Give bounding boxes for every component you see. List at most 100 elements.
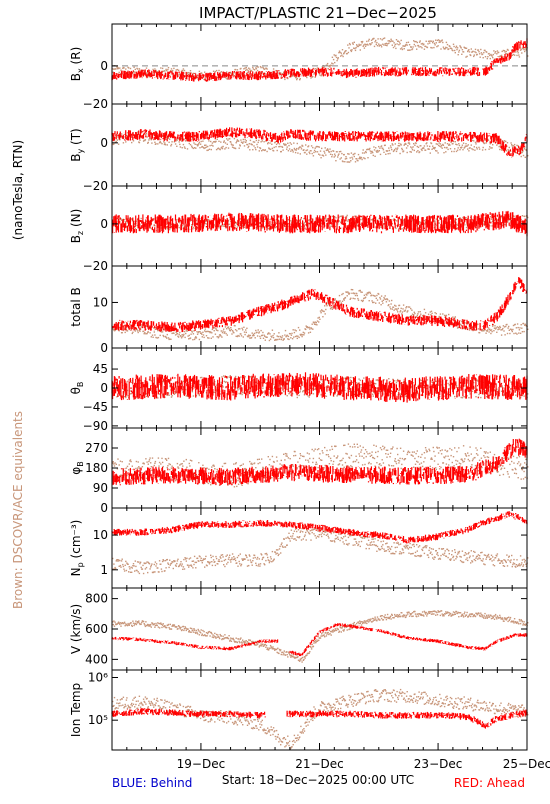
data-point [417, 150, 418, 151]
data-point [294, 329, 295, 330]
data-point [432, 42, 433, 43]
data-point [445, 47, 446, 48]
data-point [521, 52, 522, 53]
data-point [465, 217, 466, 218]
data-point [212, 336, 213, 337]
data-point [485, 142, 486, 143]
data-point [192, 331, 193, 332]
data-point [516, 152, 517, 153]
data-point [351, 152, 352, 153]
data-point [353, 48, 354, 49]
data-point [181, 140, 182, 141]
data-point [133, 67, 134, 68]
data-point [445, 48, 446, 49]
data-point [393, 310, 394, 311]
data-point [185, 333, 186, 334]
data-point [516, 145, 517, 146]
data-point [137, 330, 138, 331]
data-point [438, 145, 439, 146]
data-point [247, 144, 248, 145]
data-point [483, 52, 484, 53]
data-point [235, 148, 236, 149]
data-point [347, 295, 348, 296]
data-point [434, 148, 435, 149]
data-point [504, 51, 505, 52]
data-point [366, 152, 367, 153]
data-point [154, 334, 155, 335]
data-point [179, 332, 180, 333]
data-point [316, 146, 317, 147]
data-point [301, 336, 302, 337]
data-point [139, 142, 140, 143]
data-point [303, 149, 304, 150]
data-point [468, 150, 469, 151]
data-point [130, 329, 131, 330]
data-point [452, 50, 453, 51]
data-point [245, 142, 246, 143]
data-point [428, 314, 429, 315]
data-point [262, 335, 263, 336]
data-point [429, 146, 430, 147]
data-point [255, 337, 256, 338]
data-point [118, 68, 119, 69]
data-point [275, 141, 276, 142]
data-point [321, 75, 322, 76]
data-point [237, 335, 238, 336]
data-point [182, 70, 183, 71]
data-point [181, 337, 182, 338]
data-point [341, 53, 342, 54]
data-point [351, 289, 352, 290]
data-point [198, 144, 199, 145]
data-point [161, 331, 162, 332]
data-point [212, 329, 213, 330]
y-tick-label: 0 [100, 59, 108, 73]
data-point [299, 329, 300, 330]
data-point [350, 44, 351, 45]
data-point [402, 311, 403, 312]
data-point [244, 67, 245, 68]
data-point [458, 143, 459, 144]
data-point [439, 146, 440, 147]
data-point [432, 146, 433, 147]
data-point [244, 334, 245, 335]
data-point [490, 143, 491, 144]
data-point [446, 47, 447, 48]
data-point [258, 140, 259, 141]
data-point [338, 153, 339, 154]
data-point [451, 151, 452, 152]
data-point [236, 330, 237, 331]
data-point [379, 297, 380, 298]
y-tick-label: −20 [83, 179, 108, 193]
data-point [296, 330, 297, 331]
data-point [409, 151, 410, 152]
data-point [420, 224, 421, 225]
data-point [188, 338, 189, 339]
data-point [302, 334, 303, 335]
data-point [282, 149, 283, 150]
data-point [348, 292, 349, 293]
data-point [436, 46, 437, 47]
data-point [356, 44, 357, 45]
data-point [275, 227, 276, 228]
data-point [364, 47, 365, 48]
data-point [152, 337, 153, 338]
data-point [390, 39, 391, 40]
data-point [195, 144, 196, 145]
data-point [377, 151, 378, 152]
data-point [296, 149, 297, 150]
data-point [336, 57, 337, 58]
data-point [333, 151, 334, 152]
data-point [347, 44, 348, 45]
data-point [379, 150, 380, 151]
data-point [409, 49, 410, 50]
data-point [424, 220, 425, 221]
data-point [451, 48, 452, 49]
data-point [256, 144, 257, 145]
data-point [349, 161, 350, 162]
data-point [523, 49, 524, 50]
data-point [268, 142, 269, 143]
data-point [428, 149, 429, 150]
data-point [208, 337, 209, 338]
data-point [164, 142, 165, 143]
